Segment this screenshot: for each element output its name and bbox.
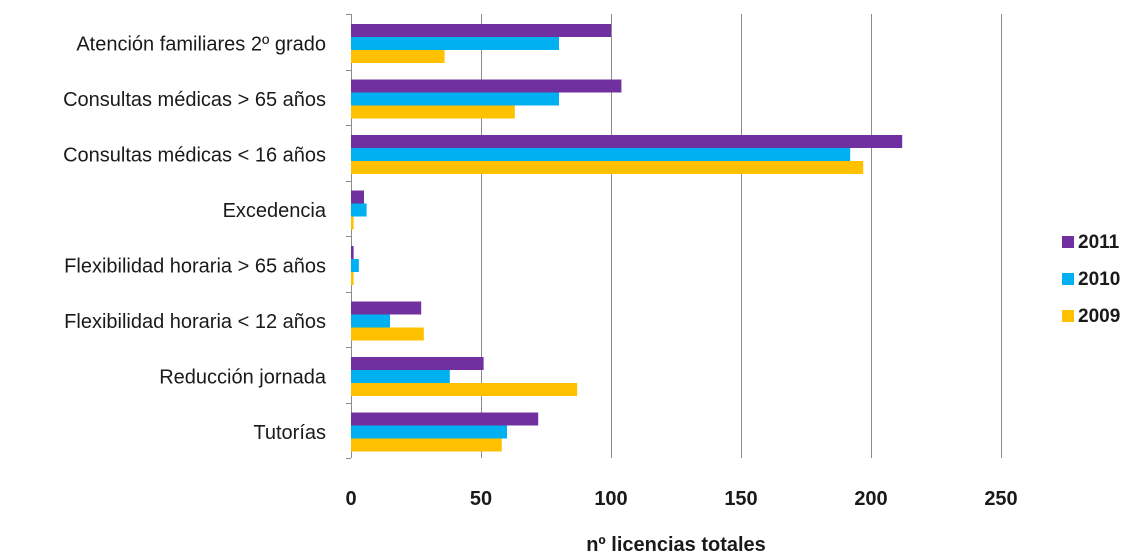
bar-2009-0 (351, 50, 445, 63)
bar-2010-3 (351, 203, 367, 217)
category-label: Consultas médicas < 16 años (63, 145, 326, 167)
x-tick-label: 100 (594, 488, 627, 510)
bar-2011-6 (351, 357, 484, 370)
bar-2010-7 (351, 425, 507, 439)
bar-2010-0 (351, 37, 559, 50)
category-label: Reducción jornada (159, 367, 327, 389)
bar-2009-1 (351, 105, 515, 119)
bar-2010-1 (351, 92, 559, 106)
category-label: Excedencia (223, 200, 327, 222)
category-label: Atención familiares 2º grado (76, 34, 326, 56)
category-label: Tutorías (253, 422, 326, 444)
bar-2009-3 (351, 216, 354, 230)
category-label: Consultas médicas > 65 años (63, 89, 326, 111)
category-label: Flexibilidad horaria < 12 años (64, 311, 326, 333)
bar-2011-5 (351, 301, 422, 315)
x-tick-label: 250 (984, 488, 1017, 510)
bars (351, 24, 903, 452)
bar-2009-6 (351, 383, 578, 396)
bar-2011-3 (351, 190, 364, 204)
bar-2009-4 (351, 272, 354, 285)
legend-swatch-2009 (1062, 310, 1074, 322)
legend-label-2011: 2011 (1078, 232, 1120, 253)
x-tick-label: 50 (470, 488, 492, 510)
bar-2010-2 (351, 148, 851, 161)
x-axis-title: nº licencias totales (586, 534, 766, 556)
legend-swatch-2011 (1062, 236, 1074, 248)
bar-2011-4 (351, 246, 354, 259)
bar-2010-5 (351, 314, 390, 328)
legend-label-2010: 2010 (1078, 269, 1120, 290)
x-tick-label: 0 (345, 488, 356, 510)
bar-2009-2 (351, 161, 864, 174)
x-tick-label: 150 (724, 488, 757, 510)
bar-2011-0 (351, 24, 611, 37)
category-label: Flexibilidad horaria > 65 años (64, 256, 326, 278)
bar-2010-4 (351, 259, 359, 272)
bar-2009-7 (351, 438, 502, 452)
category-labels: Atención familiares 2º grado Consultas mé… (63, 34, 327, 445)
bar-2009-5 (351, 327, 424, 341)
legend-swatch-2010 (1062, 273, 1074, 285)
bar-2011-2 (351, 135, 903, 148)
x-tick-label: 200 (854, 488, 887, 510)
bar-2011-1 (351, 79, 622, 93)
bar-2010-6 (351, 370, 450, 383)
legend-label-2009: 2009 (1078, 306, 1120, 327)
x-tick-labels: 0 50 100 150 200 250 (345, 488, 1017, 510)
bar-2011-7 (351, 412, 539, 426)
legend: 2011 2010 2009 (1062, 232, 1120, 327)
